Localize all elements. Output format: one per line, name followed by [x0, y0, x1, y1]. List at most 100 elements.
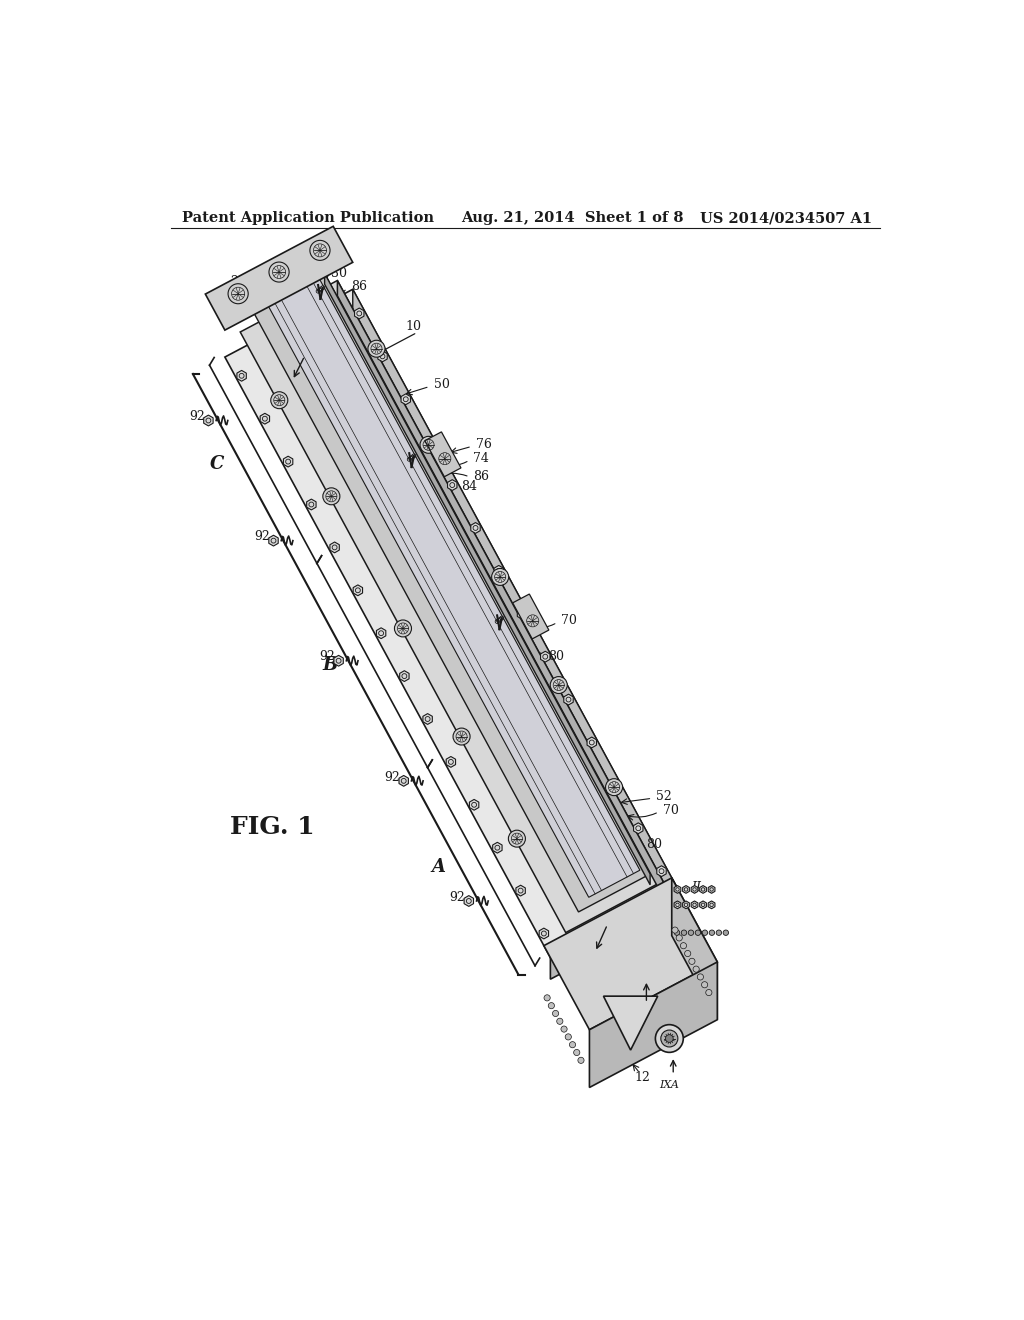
- Text: 86: 86: [351, 280, 367, 293]
- Polygon shape: [517, 609, 526, 619]
- Circle shape: [523, 611, 542, 630]
- Text: IXA: IXA: [659, 1080, 679, 1090]
- Polygon shape: [306, 499, 316, 510]
- Circle shape: [548, 1003, 554, 1008]
- Circle shape: [680, 942, 686, 949]
- Circle shape: [420, 437, 437, 453]
- Polygon shape: [541, 651, 550, 663]
- Circle shape: [706, 990, 712, 995]
- Text: 92: 92: [319, 651, 335, 664]
- Polygon shape: [603, 997, 657, 1051]
- Polygon shape: [699, 902, 707, 908]
- Circle shape: [310, 240, 330, 260]
- Circle shape: [492, 569, 509, 585]
- Circle shape: [565, 1034, 571, 1040]
- Text: 50: 50: [433, 379, 450, 392]
- Polygon shape: [590, 962, 717, 1088]
- Text: 70: 70: [663, 804, 679, 817]
- Polygon shape: [269, 535, 279, 546]
- Text: 76: 76: [333, 253, 348, 267]
- Polygon shape: [564, 694, 573, 705]
- Circle shape: [228, 284, 248, 304]
- Polygon shape: [401, 393, 411, 405]
- Text: Aug. 21, 2014  Sheet 1 of 8: Aug. 21, 2014 Sheet 1 of 8: [461, 211, 684, 226]
- Circle shape: [723, 931, 728, 936]
- Polygon shape: [337, 280, 663, 896]
- Circle shape: [553, 1010, 559, 1016]
- Text: II: II: [691, 882, 701, 895]
- Polygon shape: [225, 289, 678, 958]
- Circle shape: [573, 1049, 580, 1056]
- Text: 12: 12: [634, 1071, 650, 1084]
- Circle shape: [269, 263, 289, 282]
- Polygon shape: [253, 273, 650, 912]
- Polygon shape: [634, 822, 643, 834]
- Circle shape: [435, 449, 454, 467]
- Polygon shape: [206, 226, 352, 330]
- Circle shape: [681, 931, 687, 936]
- Text: 74: 74: [473, 453, 489, 465]
- Circle shape: [453, 729, 470, 744]
- Text: 32: 32: [482, 659, 499, 671]
- Polygon shape: [263, 269, 640, 898]
- Circle shape: [550, 677, 567, 693]
- Polygon shape: [325, 273, 650, 884]
- Polygon shape: [544, 878, 717, 1030]
- Polygon shape: [260, 413, 269, 424]
- Polygon shape: [610, 780, 620, 791]
- Polygon shape: [399, 671, 409, 681]
- Text: IXA: IXA: [633, 1008, 652, 1018]
- Circle shape: [688, 931, 693, 936]
- Text: 92: 92: [384, 771, 399, 784]
- Polygon shape: [683, 886, 689, 894]
- Text: C: C: [210, 455, 224, 474]
- Polygon shape: [674, 886, 681, 894]
- Text: FIG. 1: FIG. 1: [230, 814, 314, 838]
- Circle shape: [508, 830, 525, 847]
- Polygon shape: [494, 565, 504, 577]
- Polygon shape: [587, 737, 596, 748]
- Text: 86: 86: [473, 470, 489, 483]
- Circle shape: [368, 341, 385, 358]
- Polygon shape: [352, 289, 678, 911]
- Polygon shape: [330, 543, 339, 553]
- Polygon shape: [446, 756, 456, 767]
- Text: 30: 30: [332, 267, 347, 280]
- Polygon shape: [672, 878, 717, 1020]
- Polygon shape: [674, 902, 681, 908]
- Circle shape: [666, 1035, 673, 1043]
- Polygon shape: [353, 585, 362, 595]
- Text: II: II: [279, 366, 288, 379]
- Circle shape: [695, 931, 700, 936]
- Polygon shape: [424, 437, 434, 447]
- Circle shape: [561, 1026, 567, 1032]
- Text: B: B: [322, 656, 337, 675]
- Polygon shape: [691, 886, 698, 894]
- Polygon shape: [699, 886, 707, 894]
- Polygon shape: [513, 594, 549, 639]
- Circle shape: [544, 995, 550, 1001]
- Circle shape: [578, 1057, 584, 1064]
- Text: 80: 80: [646, 838, 663, 851]
- Polygon shape: [656, 866, 667, 876]
- Polygon shape: [204, 414, 213, 426]
- Text: 92: 92: [450, 891, 465, 904]
- Circle shape: [394, 620, 412, 638]
- Text: 34: 34: [563, 808, 580, 821]
- Circle shape: [710, 931, 715, 936]
- Text: Patent Application Publication: Patent Application Publication: [182, 211, 434, 226]
- Polygon shape: [237, 371, 247, 381]
- Circle shape: [672, 927, 678, 933]
- Circle shape: [270, 392, 288, 409]
- Circle shape: [557, 1018, 563, 1024]
- Polygon shape: [691, 902, 698, 908]
- Polygon shape: [493, 842, 502, 853]
- Circle shape: [702, 931, 708, 936]
- Circle shape: [674, 931, 680, 936]
- Circle shape: [676, 935, 682, 941]
- Circle shape: [323, 488, 340, 504]
- Circle shape: [660, 1030, 678, 1047]
- Polygon shape: [447, 479, 457, 491]
- Polygon shape: [378, 351, 387, 362]
- Polygon shape: [377, 628, 386, 639]
